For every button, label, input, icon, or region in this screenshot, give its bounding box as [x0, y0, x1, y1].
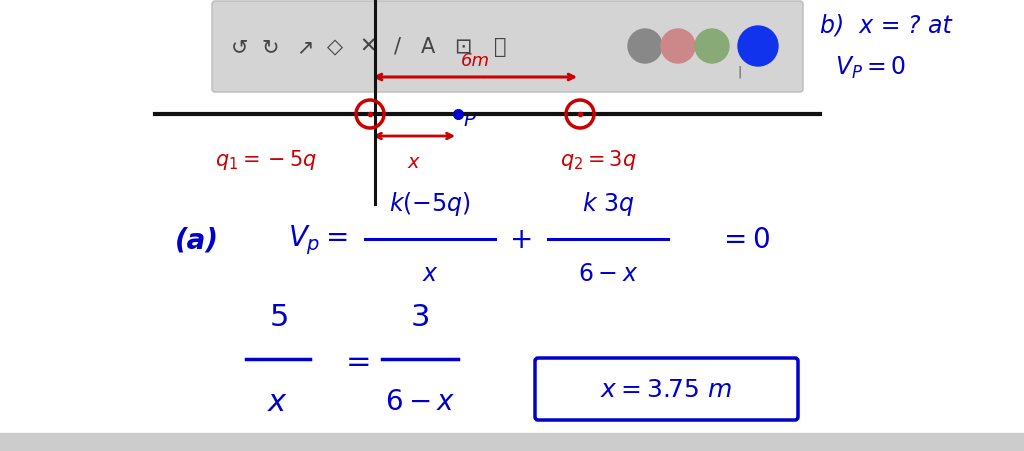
Circle shape	[662, 30, 695, 64]
Text: $x = 3.75\ m$: $x = 3.75\ m$	[600, 377, 733, 401]
Circle shape	[628, 30, 662, 64]
Text: ⊡: ⊡	[455, 37, 472, 57]
FancyBboxPatch shape	[212, 2, 803, 93]
Text: $5$: $5$	[268, 302, 288, 331]
Text: $V_P = 0$: $V_P = 0$	[835, 55, 906, 81]
Text: $k\ 3q$: $k\ 3q$	[582, 189, 634, 217]
Text: ↗: ↗	[296, 37, 313, 57]
Text: |: |	[737, 65, 741, 78]
Text: $= 0$: $= 0$	[718, 226, 770, 253]
Text: $6-x$: $6-x$	[385, 387, 456, 415]
Text: /: /	[393, 37, 400, 57]
Circle shape	[695, 30, 729, 64]
Circle shape	[738, 27, 778, 67]
Text: ✕: ✕	[359, 37, 377, 57]
Text: $k(-5q)$: $k(-5q)$	[389, 189, 471, 217]
Text: A: A	[421, 37, 435, 57]
Text: $x$: $x$	[422, 262, 438, 285]
Text: ⛶: ⛶	[494, 37, 506, 57]
Text: 6m: 6m	[461, 52, 489, 70]
Bar	[0, 433, 1024, 451]
Text: ◇: ◇	[327, 37, 343, 57]
Text: $x$: $x$	[267, 387, 289, 416]
Text: $q_1 = -5q$: $q_1 = -5q$	[215, 147, 317, 172]
Text: b)  x = ? at: b) x = ? at	[820, 13, 951, 37]
Text: x: x	[408, 152, 419, 172]
Text: P: P	[463, 111, 475, 130]
Text: $3$: $3$	[411, 302, 429, 331]
Text: ↺: ↺	[231, 37, 249, 57]
Text: ↻: ↻	[261, 37, 279, 57]
Text: $=$: $=$	[340, 345, 370, 374]
Text: $V_p =$: $V_p =$	[288, 223, 348, 256]
Text: (a): (a)	[175, 226, 219, 253]
Text: $+$: $+$	[509, 226, 531, 253]
Text: $6-x$: $6-x$	[578, 262, 638, 285]
FancyBboxPatch shape	[535, 358, 798, 420]
Text: $q_2 = 3q$: $q_2 = 3q$	[560, 147, 637, 172]
